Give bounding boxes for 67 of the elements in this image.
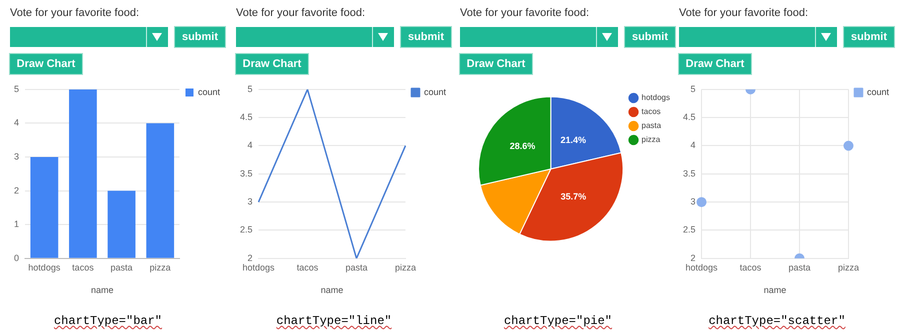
x-tick-label: tacos <box>740 262 762 272</box>
legend-label: pizza <box>642 135 661 144</box>
text: Vote for your favorite food: <box>10 7 140 19</box>
button: submit <box>401 27 451 47</box>
y-tick-label: 4 <box>690 140 696 150</box>
bar <box>108 190 136 258</box>
button: Draw Chart <box>236 54 308 74</box>
legend-label: count <box>198 86 220 97</box>
text: chartType="pie" <box>502 314 614 328</box>
y-tick-label: 0 <box>14 252 20 263</box>
y-tick-label: 5 <box>247 84 253 94</box>
point <box>696 197 707 208</box>
y-tick-label: 2 <box>690 252 696 263</box>
y-tick-label: 5 <box>690 84 696 94</box>
button: submit <box>844 27 894 47</box>
x-axis-title: name <box>90 285 114 296</box>
button: submit <box>175 27 225 47</box>
text: chartType="bar" <box>52 314 164 328</box>
x-axis-title: name <box>764 285 786 296</box>
button: submit <box>625 27 675 47</box>
legend-label: count <box>424 86 446 97</box>
x-axis-title: name <box>320 285 344 296</box>
text: Vote for your favorite food: <box>460 7 590 19</box>
x-tick-label: pasta <box>110 262 133 272</box>
y-tick-label: 2 <box>14 185 20 196</box>
button: Draw Chart <box>679 54 751 74</box>
x-tick-label: tacos <box>296 262 319 272</box>
text: chartType="scatter" <box>708 314 846 328</box>
x-tick-label: pasta <box>345 262 368 272</box>
y-tick-label: 3.5 <box>682 168 696 178</box>
x-tick-label: pasta <box>788 262 811 272</box>
button: Draw Chart <box>10 54 82 74</box>
x-tick-label: hotdogs <box>685 262 718 272</box>
text: chartType="line" <box>275 314 393 328</box>
y-tick-label: 4 <box>14 118 20 128</box>
y-tick-label: 1 <box>14 219 20 230</box>
legend-label: hotdogs <box>642 93 670 102</box>
y-tick-label: 3 <box>14 151 20 162</box>
y-tick-label: 4.5 <box>240 112 253 122</box>
x-tick-label: pizza <box>394 262 416 272</box>
data-label: 35.7% <box>560 192 586 202</box>
data-label: 21.4% <box>560 135 586 146</box>
x-tick-label: hotdogs <box>242 262 276 272</box>
legend-label: tacos <box>642 107 661 116</box>
x-tick-label: pizza <box>838 262 859 272</box>
legend-label: pasta <box>642 121 662 130</box>
bar <box>146 123 174 258</box>
y-tick-label: 5 <box>14 84 20 94</box>
y-tick-label: 3 <box>690 196 696 207</box>
x-tick-label: hotdogs <box>28 262 61 272</box>
y-tick-label: 3 <box>247 196 253 207</box>
y-tick-label: 4 <box>247 140 253 150</box>
button: Draw Chart <box>460 54 532 74</box>
bar <box>30 157 58 258</box>
text: Vote for your favorite food: <box>679 7 808 19</box>
legend-label: count <box>866 86 890 97</box>
point <box>843 140 854 151</box>
bar <box>69 89 97 258</box>
y-tick-label: 2.5 <box>682 224 696 235</box>
y-tick-label: 4.5 <box>682 112 696 122</box>
text: Vote for your favorite food: <box>236 7 366 19</box>
x-tick-label: pizza <box>150 262 171 272</box>
y-tick-label: 3.5 <box>240 168 253 178</box>
y-tick-label: 2 <box>247 252 253 263</box>
y-tick-label: 2.5 <box>240 224 253 235</box>
data-label: 28.6% <box>510 140 536 151</box>
x-tick-label: tacos <box>72 262 94 272</box>
